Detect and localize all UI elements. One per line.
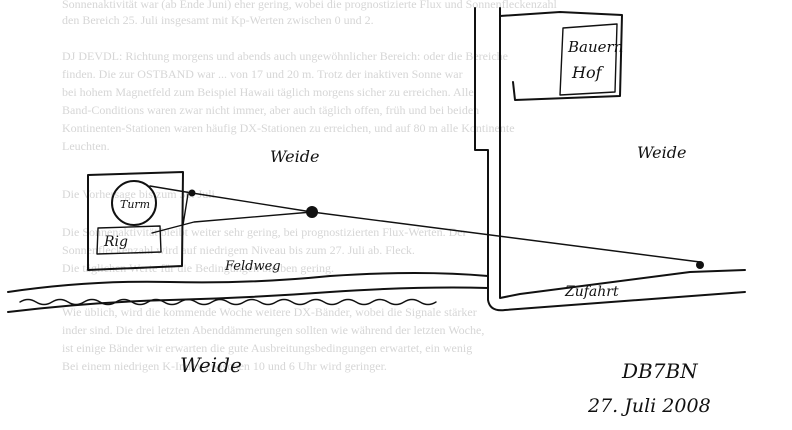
- farm-building-outline: [499, 11, 623, 101]
- background-text-line: finden. Die zur OSTBAND war ... von 17 u…: [62, 67, 463, 81]
- barn-label-line1: Bauern: [567, 38, 623, 56]
- meadow-label-bottom: Weide: [180, 353, 242, 377]
- antenna-long-wire: [311, 211, 701, 263]
- background-text-line: bei hohem Magnetfeld zum Beispiel Hawaii…: [62, 85, 474, 99]
- tower-label: Turm: [120, 198, 150, 211]
- shack-box: [96, 225, 162, 255]
- background-text-line: ist einige Bänder wir erwarten die gute …: [62, 341, 472, 355]
- background-text-line: Leuchten.: [62, 139, 110, 153]
- shack-label: Rig: [103, 234, 128, 250]
- background-printed-text: Sonnenaktivität war (ab Ende Juni) eher …: [62, 0, 558, 373]
- antenna-mast-point: [188, 189, 196, 197]
- antenna-feeder: [182, 193, 189, 226]
- background-text-line: Sonnenfleckenzahl wird auf niedrigem Niv…: [62, 243, 415, 257]
- farm-boundary-left-line: [474, 7, 746, 312]
- field-path-texture: [19, 298, 437, 306]
- background-text-line: Kontinenten-Stationen waren häufig DX-St…: [62, 121, 515, 135]
- field-path-upper-line: [7, 272, 489, 293]
- background-text-line: den Bereich 25. Juli insgesamt mit Kp-We…: [62, 13, 374, 27]
- background-text-line: Die täglichen Werte für die Bedingungen …: [62, 261, 334, 275]
- signature-callsign: DB7BN: [621, 359, 699, 383]
- background-text-line: Band-Conditions waren zwar nicht immer, …: [62, 103, 479, 117]
- background-text-line: DJ DEVDL: Richtung morgens und abends au…: [62, 49, 508, 63]
- property-boundary: [87, 171, 184, 271]
- access-road-label: Zufahrt: [564, 284, 619, 300]
- antenna-end-point: [696, 261, 704, 269]
- barn-label-line2: Hof: [571, 63, 605, 82]
- meadow-label-right: Weide: [637, 143, 686, 162]
- access-road-outline: [499, 7, 746, 299]
- tower-circle: [111, 180, 157, 226]
- background-text-line: Die Sonnenaktivität bleibt weiter sehr g…: [62, 225, 467, 239]
- background-text-line: Bei einem niedrigen K-Index zwischen 10 …: [62, 359, 387, 373]
- background-text-line: inder sind. Die drei letzten Abenddämmer…: [62, 323, 484, 337]
- antenna-support-point: [306, 206, 318, 218]
- signature-date: 27. Juli 2008: [587, 395, 711, 417]
- farmhouse-box: [559, 23, 618, 96]
- field-path-lower-line: [7, 286, 489, 313]
- background-text-line: Wie üblich, wird die kommende Woche weit…: [62, 305, 477, 319]
- meadow-label-left: Weide: [270, 147, 319, 166]
- field-path-label: Feldweg: [224, 259, 281, 274]
- background-text-line: Sonnenaktivität war (ab Ende Juni) eher …: [62, 0, 558, 11]
